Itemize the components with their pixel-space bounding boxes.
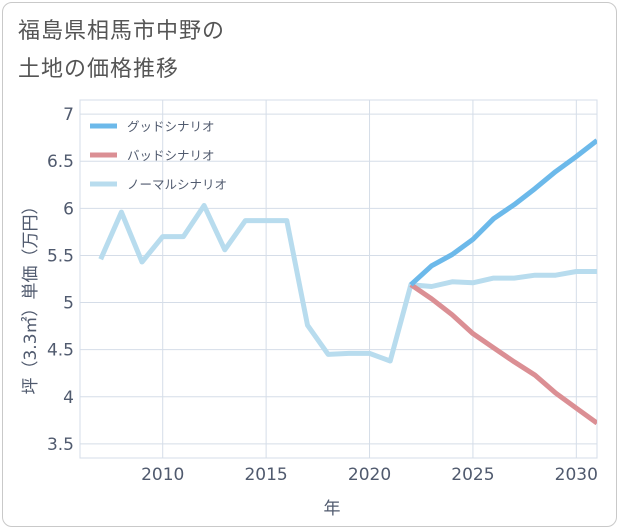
series-lines <box>98 138 597 426</box>
chart-title-line1: 福島県相馬市中野の <box>18 19 226 44</box>
legend-label: グッドシナリオ <box>127 119 215 134</box>
y-axis-label: 坪（3.3㎡）単価（万円） <box>21 197 41 394</box>
x-tick-label: 2010 <box>141 465 184 485</box>
x-tick-label: 2015 <box>244 465 287 485</box>
series-line-bad <box>409 282 597 426</box>
legend-label: バッドシナリオ <box>127 148 215 163</box>
x-tick-label: 2025 <box>451 465 494 485</box>
y-axis-ticks: 3.5 4 4.5 5 5.5 6 6.5 7 <box>47 105 74 455</box>
x-axis-label: 年 <box>324 499 341 519</box>
series-line-normal <box>98 203 597 364</box>
x-tick-label: 2030 <box>555 465 598 485</box>
chart-title-line2: 土地の価格推移 <box>18 57 180 82</box>
y-tick-label: 3.5 <box>47 435 74 455</box>
plot-frame <box>79 99 598 459</box>
y-tick-label: 7 <box>63 105 74 125</box>
y-tick-label: 5 <box>63 294 74 314</box>
legend-label: ノーマルシナリオ <box>127 177 227 192</box>
y-tick-label: 5.5 <box>47 246 74 266</box>
x-axis-ticks: 2010 2015 2020 2025 2030 <box>141 465 598 485</box>
y-tick-label: 6 <box>63 199 74 219</box>
y-tick-label: 6.5 <box>47 152 74 172</box>
y-tick-label: 4 <box>63 388 74 408</box>
series-line-good <box>409 138 597 287</box>
x-tick-label: 2020 <box>348 465 391 485</box>
y-tick-label: 4.5 <box>47 341 74 361</box>
